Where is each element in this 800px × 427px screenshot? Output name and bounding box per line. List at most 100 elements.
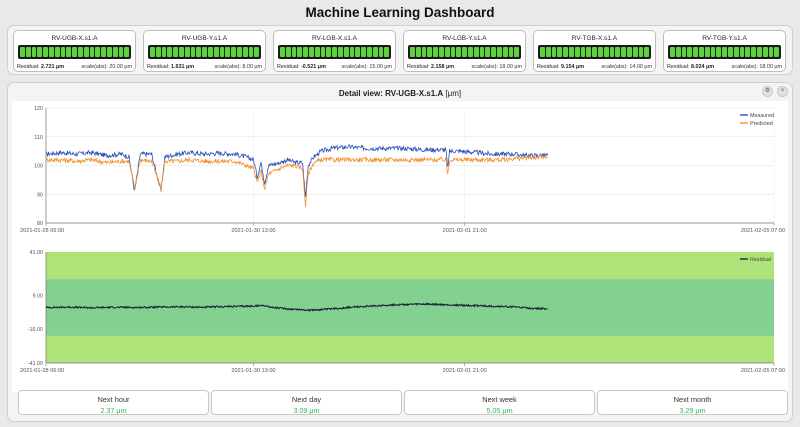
level-segment [297, 47, 303, 57]
sensor-card[interactable]: RV-UGB-X.s1.A Residual: 2.721 μm scale(a… [13, 30, 136, 72]
scale-readout: scale(abs): 20.00 μm [81, 64, 132, 70]
y-tick-label: 90 [37, 192, 43, 198]
level-segment [190, 47, 196, 57]
scale-readout: scale(abs): 18.00 μm [731, 64, 782, 70]
sensor-card[interactable]: RV-UGB-Y.s1.A Residual: 1.631 μm scale(a… [143, 30, 266, 72]
stat-label: Next week [482, 395, 517, 404]
level-segment [384, 47, 390, 57]
level-segment [43, 47, 48, 57]
forecast-next-week: Next week 5.05 μm [404, 390, 595, 415]
level-segment [248, 47, 254, 57]
residual-readout: Residual: 2.721 μm [17, 64, 64, 70]
level-segment [479, 47, 485, 57]
residual-value: 2.721 μm [40, 64, 65, 70]
detail-title-prefix: Detail view: [338, 89, 383, 98]
level-segment [745, 47, 751, 57]
level-segment [337, 47, 343, 57]
level-segment [225, 47, 231, 57]
sensor-card[interactable]: RV-TGB-Y.s1.A Residual: 8.024 μm scale(a… [663, 30, 786, 72]
sensor-card[interactable]: RV-TGB-X.s1.A Residual: 9.154 μm scale(a… [533, 30, 656, 72]
level-bar [278, 45, 391, 59]
scale-readout: scale(abs): 14.00 μm [601, 64, 652, 70]
residual-value: -0.521 μm [300, 64, 326, 70]
close-icon[interactable]: × [777, 86, 788, 97]
stat-label: Next hour [97, 395, 130, 404]
level-segment [219, 47, 225, 57]
level-bar [18, 45, 131, 59]
level-segment [343, 47, 349, 57]
level-segment [514, 47, 520, 57]
level-segment [410, 47, 415, 57]
residual-label: Residual: [17, 64, 40, 70]
level-segment [361, 47, 366, 57]
level-segment [54, 47, 60, 57]
level-segment [540, 47, 545, 57]
level-segment [592, 47, 597, 57]
y-tick-label: 100 [34, 164, 43, 170]
legend-label: Measured [750, 113, 774, 119]
level-segment [326, 47, 332, 57]
level-segment [496, 47, 502, 57]
level-segment [597, 47, 603, 57]
level-segment [710, 47, 716, 57]
sensor-name: RV-UGB-X.s1.A [51, 35, 98, 42]
level-segment [20, 47, 25, 57]
sensor-card[interactable]: RV-LGB-X.s1.A Residual: -0.521 μm scale(… [273, 30, 396, 72]
level-segment [644, 47, 650, 57]
level-segment [473, 47, 479, 57]
level-segment [670, 47, 675, 57]
level-segment [438, 47, 444, 57]
level-segment [37, 47, 43, 57]
level-segment [320, 47, 326, 57]
level-segment [733, 47, 739, 57]
stat-label: Next day [291, 395, 322, 404]
level-segment [60, 47, 66, 57]
y-tick-label: 9.00 [33, 293, 44, 299]
gear-icon[interactable]: ⚙ [762, 86, 773, 97]
x-tick-label: 2021-01-28 06:00 [20, 368, 64, 374]
level-bar [408, 45, 521, 59]
residual-value: 1.631 μm [170, 64, 195, 70]
level-segment [615, 47, 621, 57]
level-segment [687, 47, 693, 57]
level-segment [586, 47, 592, 57]
level-segment [681, 47, 687, 57]
level-segment [213, 47, 219, 57]
level-segment [768, 47, 774, 57]
scale-readout: scale(abs): 15.00 μm [341, 64, 392, 70]
level-segment [621, 47, 626, 57]
level-segment [568, 47, 574, 57]
level-segment [161, 47, 167, 57]
detail-title-sensor: RV-UGB-X.s1.A [385, 89, 444, 98]
level-segment [112, 47, 118, 57]
level-segment [632, 47, 638, 57]
x-tick-label: 2021-02-05 07:00 [741, 368, 785, 374]
sensor-card[interactable]: RV-LGB-Y.s1.A Residual: 2.158 μm scale(a… [403, 30, 526, 72]
residual-value: 2.158 μm [430, 64, 455, 70]
residual-readout: Residual: 2.158 μm [407, 64, 454, 70]
level-segment [704, 47, 710, 57]
level-segment [25, 47, 31, 57]
level-segment [450, 47, 456, 57]
detail-view-panel: Detail view: RV-UGB-X.s1.A [μm] ⚙ × 80 90… [7, 82, 793, 422]
level-bar [668, 45, 781, 59]
residual-label: Residual: [277, 64, 300, 70]
level-segment [551, 47, 557, 57]
x-tick-label: 2021-01-28 06:00 [20, 228, 64, 234]
y-tick-label: 41.00 [30, 250, 44, 256]
sensor-name: RV-LGB-Y.s1.A [442, 35, 487, 42]
residual-readout: Residual: 1.631 μm [147, 64, 194, 70]
level-segment [491, 47, 496, 57]
y-tick-label: 80 [37, 221, 43, 227]
level-segment [155, 47, 161, 57]
residual-readout: Residual: -0.521 μm [277, 64, 326, 70]
series-line-residual [45, 302, 548, 312]
level-segment [727, 47, 733, 57]
residual-label: Residual: [667, 64, 690, 70]
level-segment [415, 47, 421, 57]
level-segment [355, 47, 361, 57]
level-segment [66, 47, 72, 57]
level-segment [101, 47, 106, 57]
level-segment [574, 47, 580, 57]
threshold-band [46, 335, 774, 363]
